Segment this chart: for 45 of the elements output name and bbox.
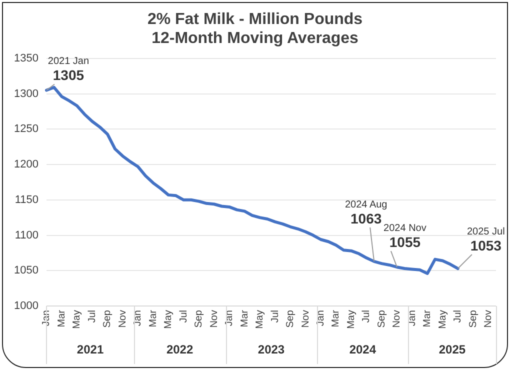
x-tick-label: Nov bbox=[392, 310, 403, 328]
text: 2025 bbox=[438, 342, 466, 356]
y-tick-label: 1050 bbox=[14, 264, 38, 277]
text: 2021 bbox=[76, 342, 104, 356]
x-tick-label: May bbox=[437, 310, 448, 329]
x-tick-label: Mar bbox=[56, 309, 68, 328]
x-tick-label: Sep bbox=[468, 310, 479, 328]
x-tick-label: Jul bbox=[452, 310, 464, 323]
x-tick-label: Jul bbox=[270, 310, 281, 323]
y-tick-label: 1350 bbox=[14, 52, 38, 64]
x-tick-label: Nov bbox=[117, 310, 128, 328]
x-tick-label: May bbox=[346, 310, 357, 329]
x-tick-label: Sep bbox=[376, 310, 388, 328]
y-tick-label: 1150 bbox=[14, 194, 38, 206]
x-tick-label: May bbox=[254, 310, 266, 329]
data-label: 2021 Jan 1305 bbox=[48, 56, 90, 84]
y-tick-label: 1200 bbox=[14, 158, 38, 171]
x-tick-label: Nov bbox=[300, 310, 312, 328]
x-tick-label: Mar bbox=[239, 309, 250, 328]
y-tick-label: 1000 bbox=[14, 300, 38, 312]
x-tick-label: Mar bbox=[422, 309, 434, 328]
x-tick-label: May bbox=[163, 310, 174, 329]
x-tick-label: Mar bbox=[148, 309, 159, 328]
data-label: 2025 Jul 1053 bbox=[467, 226, 505, 254]
x-tick-label: Nov bbox=[208, 310, 220, 328]
x-tick-label: Nov bbox=[483, 310, 494, 328]
y-tick-label: 1100 bbox=[14, 229, 38, 242]
x-tick-label: Jan bbox=[132, 310, 144, 326]
chart-subtitle: 12-Month Moving Averages bbox=[152, 30, 359, 48]
text: 2022 bbox=[166, 342, 194, 356]
x-tick-label: Mar bbox=[330, 309, 342, 328]
x-tick-label: May bbox=[72, 310, 83, 329]
x-tick-label: Jul bbox=[361, 310, 372, 323]
x-tick-label: Jul bbox=[178, 310, 190, 323]
x-tick-label: Sep bbox=[102, 310, 114, 328]
text: 2023 bbox=[258, 342, 285, 356]
y-tick-label: 1300 bbox=[14, 88, 38, 100]
y-tick-label: 1250 bbox=[14, 123, 38, 136]
chart-title: 2% Fat Milk - Million Pounds bbox=[147, 11, 363, 28]
x-tick-label: Sep bbox=[285, 310, 296, 328]
x-tick-label: Jul bbox=[86, 310, 98, 323]
x-tick-label: Sep bbox=[194, 310, 205, 328]
x-tick-label: Jan bbox=[316, 310, 327, 326]
data-label: 2024 Nov 1055 bbox=[384, 223, 426, 250]
text: 2024 bbox=[349, 342, 376, 356]
